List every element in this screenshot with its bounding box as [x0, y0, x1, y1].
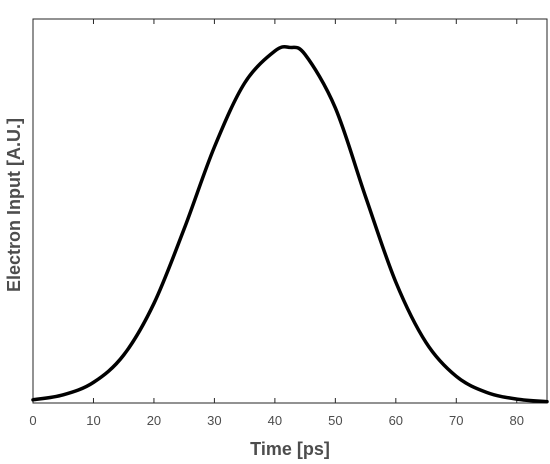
x-tick-label: 80 [510, 413, 524, 428]
x-tick-label: 60 [389, 413, 403, 428]
x-tick-label: 30 [207, 413, 221, 428]
x-tick-label: 50 [328, 413, 342, 428]
x-axis-tick-labels: 0 10 20 30 40 50 60 70 80 [29, 413, 524, 428]
x-tick-label: 0 [29, 413, 36, 428]
x-tick-label: 40 [268, 413, 282, 428]
series-line [31, 44, 549, 404]
x-tick-label: 70 [449, 413, 463, 428]
plot-area [32, 18, 548, 404]
x-axis-label: Time [ps] [250, 439, 330, 459]
y-axis-label: Electron Input [A.U.] [4, 118, 24, 292]
x-tick-label: 20 [147, 413, 161, 428]
x-tick-label: 10 [86, 413, 100, 428]
